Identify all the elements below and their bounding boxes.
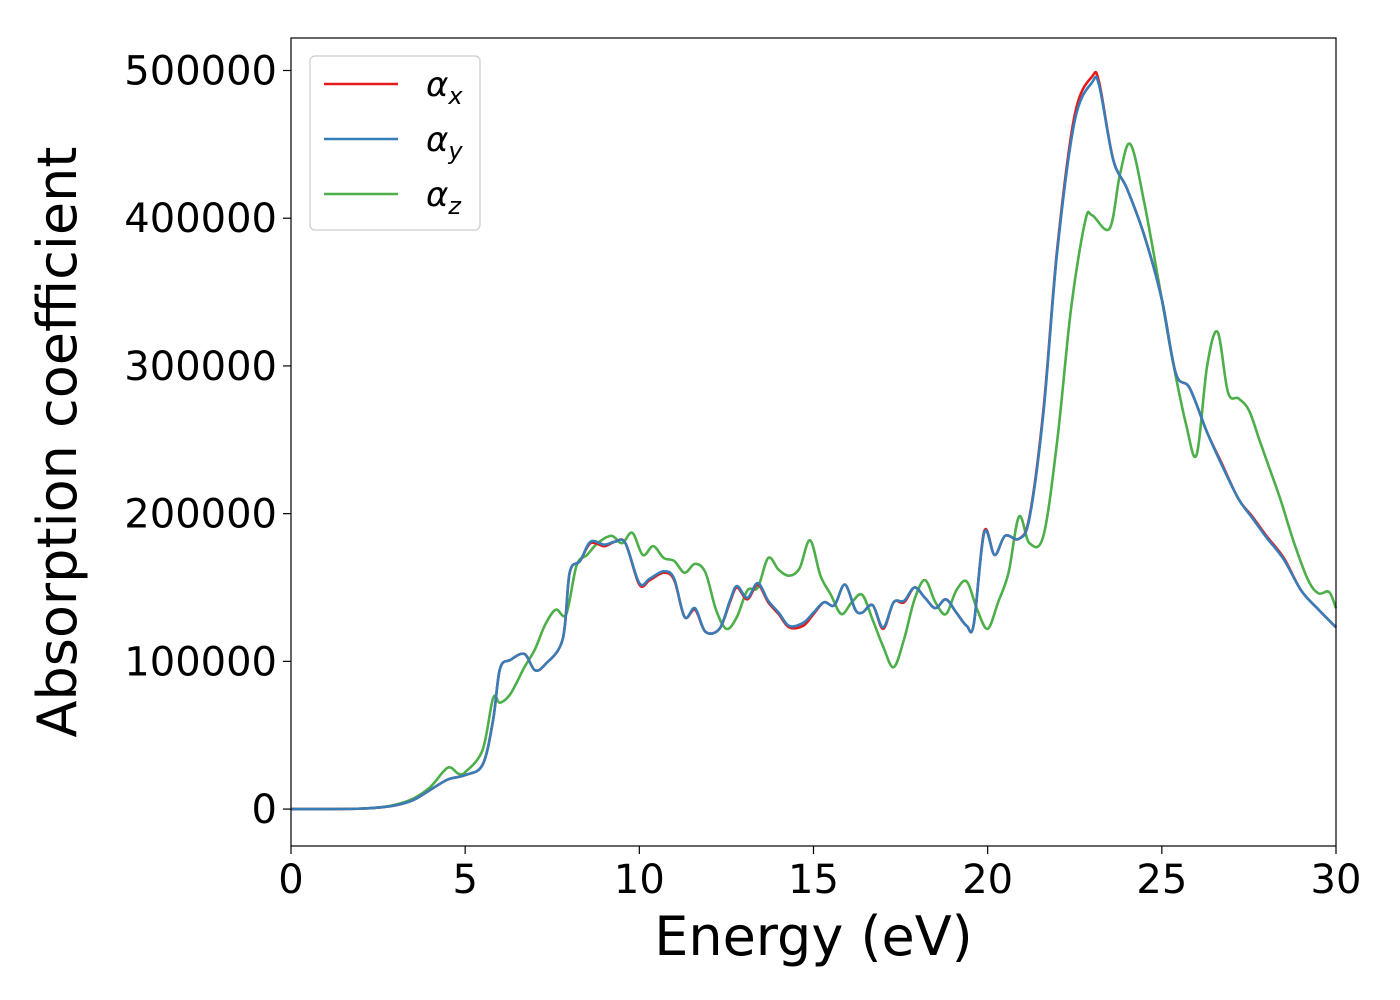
- x-tick-label: 20: [962, 857, 1013, 903]
- x-axis-label: Energy (eV): [654, 905, 973, 968]
- legend-label-alpha-z: αz: [426, 175, 462, 220]
- x-tick-label: 15: [788, 857, 839, 903]
- x-tick-label: 10: [614, 857, 665, 903]
- x-tick-label: 5: [452, 857, 477, 903]
- series-layer: [290, 70, 1338, 811]
- ticks-layer: 0 5 10 15 20 25 30 0 100000 200000 300000 400000 500…: [124, 48, 1361, 903]
- y-tick-label: 500000: [124, 48, 277, 94]
- y-tick-label: 400000: [124, 196, 277, 242]
- x-tick-label: 25: [1136, 857, 1187, 903]
- legend-label-alpha-x: αx: [426, 65, 463, 110]
- y-tick-label: 300000: [124, 344, 277, 390]
- x-tick-label: 30: [1311, 857, 1362, 903]
- y-tick-label: 0: [252, 787, 277, 833]
- x-tick-label: 0: [278, 857, 303, 903]
- y-tick-label: 100000: [124, 639, 277, 685]
- y-tick-label: 200000: [124, 492, 277, 538]
- legend-box: [309, 55, 481, 231]
- series-line-alpha-z: [290, 142, 1338, 811]
- y-axis-label: Absorption coefficient: [26, 147, 89, 738]
- legend: αx αy αz: [309, 55, 481, 231]
- legend-label-alpha-y: αy: [426, 120, 463, 165]
- series-line-alpha-y: [290, 75, 1337, 811]
